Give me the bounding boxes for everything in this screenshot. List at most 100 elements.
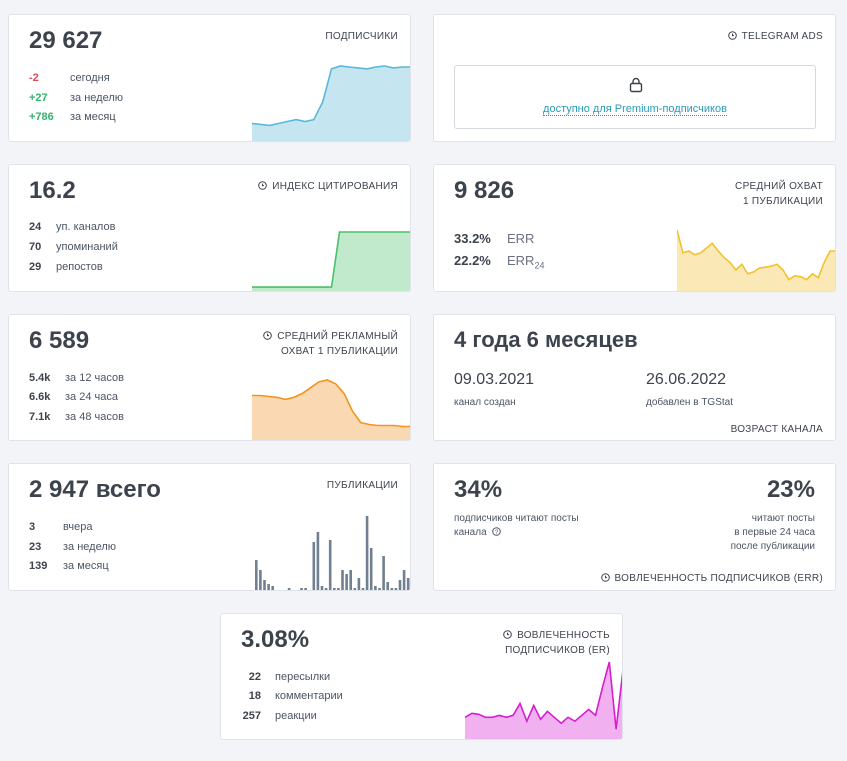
card-label-text: TELEGRAM ADS — [741, 31, 823, 42]
bar-sparkline — [255, 516, 410, 590]
stat-label: пересылки — [275, 671, 331, 683]
card-label: ИНДЕКС ЦИТИРОВАНИЯ — [258, 179, 398, 194]
err-left-text: подписчиков читают посты канала? — [454, 512, 579, 540]
label-line: 1 ПУБЛИКАЦИИ — [742, 196, 823, 207]
stat-value: 24 — [29, 221, 42, 233]
premium-box: доступно для Premium-подписчиков — [454, 65, 816, 129]
sparkline — [677, 229, 835, 291]
age-value: 4 года 6 месяцев — [454, 327, 638, 352]
sparkline — [252, 65, 410, 141]
bar — [259, 570, 262, 590]
text-line-part: канала — [454, 527, 487, 538]
bar — [271, 586, 274, 590]
stat-value: 257 — [242, 710, 261, 722]
bar — [337, 588, 340, 590]
help-icon[interactable]: ? — [491, 527, 501, 536]
clock-icon — [258, 181, 268, 190]
err-left-value: 34% — [454, 476, 503, 503]
stat-label: упоминаний — [56, 241, 118, 253]
bar — [300, 588, 303, 590]
stat-value: 3 — [29, 521, 36, 533]
sparkline-line — [252, 65, 410, 127]
stat-label: уп. каналов — [56, 221, 116, 233]
date-label: канал создан — [454, 397, 516, 408]
bar — [263, 580, 266, 590]
card-label: СРЕДНИЙ ОХВАТ 1 ПУБЛИКАЦИИ — [735, 179, 823, 209]
text-line: канала? — [454, 526, 579, 540]
card-label: ВОЗРАСТ КАНАЛА — [730, 424, 823, 435]
date: 09.03.2021 — [454, 371, 535, 388]
stat-label: за месяц — [70, 111, 116, 123]
stat-label: ERR — [507, 231, 535, 246]
stat-value: +786 — [29, 111, 54, 123]
subscribers-card: 29 627 ПОДПИСЧИКИ -2 сегодня +27 за неде… — [8, 14, 411, 142]
clock-icon — [503, 630, 512, 639]
area-fill — [252, 66, 410, 141]
card-label: ПУБЛИКАЦИИ — [326, 480, 398, 491]
card-label-text: ИНДЕКС ЦИТИРОВАНИЯ — [272, 181, 398, 192]
premium-link[interactable]: доступно для Premium-подписчиков — [543, 103, 727, 116]
stat-value: 18 — [248, 690, 261, 702]
area-fill — [252, 232, 410, 291]
bar — [349, 570, 352, 590]
stat-label: за неделю — [70, 92, 124, 104]
stat-value: 22.2% — [454, 253, 491, 268]
label-line: СРЕДНИЙ ОХВАТ — [735, 181, 823, 192]
bar — [324, 588, 328, 590]
stat-value: 29 — [29, 261, 42, 273]
date: 26.06.2022 — [646, 371, 727, 388]
bar — [304, 588, 307, 590]
bar — [361, 588, 365, 590]
bar — [345, 574, 348, 590]
text-line: читают посты — [751, 513, 815, 524]
clock-icon — [263, 331, 272, 340]
err-card: 34% 23% подписчиков читают посты канала? … — [433, 463, 836, 591]
bar — [398, 580, 402, 590]
ad-reach-value: 6 589 — [29, 327, 90, 354]
stat-label: сегодня — [70, 72, 110, 84]
bar — [365, 516, 369, 590]
date-label: добавлен в TGStat — [646, 397, 734, 408]
posts-card: 2 947 всего ПУБЛИКАЦИИ 3 вчера 23 за нед… — [8, 463, 411, 591]
bar — [406, 578, 410, 590]
text-line: подписчиков читают посты — [454, 513, 579, 524]
reach-card: 9 826 СРЕДНИЙ ОХВАТ 1 ПУБЛИКАЦИИ 33.2% ER… — [433, 164, 836, 292]
stat-value: 6.6k — [29, 391, 51, 403]
stat-label: реакции — [275, 710, 317, 722]
sparkline-line — [252, 379, 410, 428]
stat-label-sub: 24 — [534, 260, 545, 271]
sparkline — [465, 661, 622, 739]
bar — [316, 532, 320, 590]
text-line: после публикации — [730, 541, 815, 552]
bar — [287, 588, 291, 590]
label-text: ВОВЛЕЧЕННОСТЬ — [517, 630, 610, 641]
bar — [378, 588, 381, 590]
label-line: ВОВЛЕЧЕННОСТЬ — [503, 628, 610, 643]
bar — [386, 582, 389, 590]
stat-label: за 12 часов — [65, 372, 124, 384]
label-line: ПОДПИСЧИКОВ (ER) — [505, 645, 610, 656]
bar — [382, 556, 385, 590]
stat-label: комментарии — [275, 690, 343, 702]
stat-value: 23 — [29, 541, 42, 553]
sparkline — [252, 231, 410, 291]
svg-text:?: ? — [494, 530, 498, 536]
err-right-value: 23% — [766, 476, 815, 503]
age-card: 4 года 6 месяцев 09.03.2021 канал создан… — [433, 314, 836, 441]
lock-icon — [629, 77, 643, 93]
bar — [357, 578, 361, 590]
stat-label: за месяц — [63, 560, 109, 572]
card-label: TELEGRAM ADS — [727, 29, 823, 44]
er-value: 3.08% — [241, 626, 310, 653]
bar — [394, 588, 398, 590]
stat-value: 139 — [29, 560, 48, 572]
card-label-text: ВОВЛЕЧЕННОСТЬ ПОДПИСЧИКОВ (ERR) — [614, 573, 823, 584]
bar — [374, 586, 377, 590]
bar — [255, 560, 258, 590]
clock-icon — [727, 31, 737, 40]
card-label: ПОДПИСЧИКИ — [325, 31, 398, 42]
citation-card: 16.2 ИНДЕКС ЦИТИРОВАНИЯ 24 уп. каналов 7… — [8, 164, 411, 292]
citation-value: 16.2 — [29, 177, 76, 204]
label-text: СРЕДНИЙ РЕКЛАМНЫЙ — [277, 331, 398, 342]
